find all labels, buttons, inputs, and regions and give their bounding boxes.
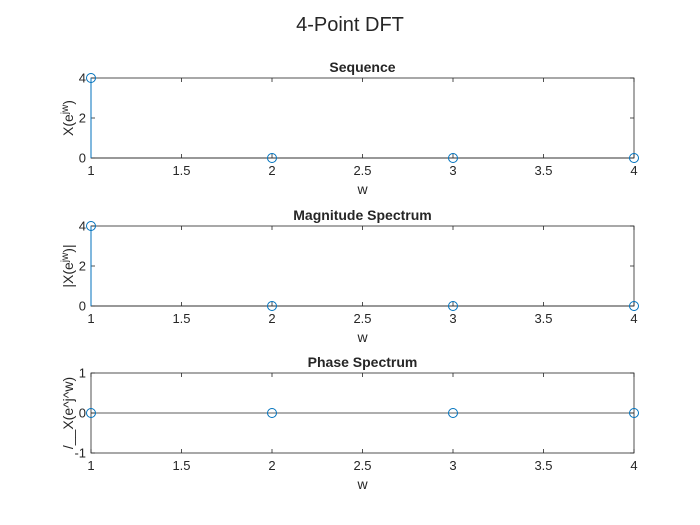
- x-tick-label: 2.5: [353, 311, 371, 326]
- subplot-3: 1 1.5 2 2.5 3 3.5 4 -1 0 1 Phase Spectrum w /__X(e^j…: [60, 354, 639, 492]
- x-tick-label: 2: [268, 458, 275, 473]
- x-tick-label: 3: [449, 311, 456, 326]
- stem-marker: [448, 408, 458, 418]
- x-tick-label: 3: [449, 163, 456, 178]
- axes-box: [90, 225, 635, 307]
- subplot-2: 1 1.5 2 2.5 3 3.5 4 0 2 4 Magnitude Spectrum w |X(ej…: [60, 207, 639, 345]
- y-tick-label: 0: [79, 406, 86, 421]
- stem-marker: [267, 301, 277, 311]
- x-tick-label: 1: [87, 163, 94, 178]
- axes-box: [90, 77, 635, 159]
- y-tick-label: 1: [79, 366, 86, 381]
- x-tick-label: 2: [268, 311, 275, 326]
- stem-marker: [267, 408, 277, 418]
- stem-marker: [448, 301, 458, 311]
- x-axis-label: w: [356, 329, 368, 345]
- y-tick-label: 2: [79, 259, 86, 274]
- x-tick-label: 1.5: [172, 163, 190, 178]
- y-tick-label: -1: [74, 446, 86, 461]
- x-tick-label: 3.5: [534, 311, 552, 326]
- y-tick-label: 4: [79, 71, 86, 86]
- stem-marker: [267, 153, 277, 163]
- stem-marker: [448, 153, 458, 163]
- figure-title: 4-Point DFT: [296, 14, 404, 36]
- y-tick-label: 2: [79, 111, 86, 126]
- stem-marker: [629, 153, 639, 163]
- stem-marker: [86, 221, 96, 231]
- x-tick-label: 1: [87, 311, 94, 326]
- x-tick-label: 4: [630, 458, 637, 473]
- subplot-title: Phase Spectrum: [308, 354, 418, 370]
- x-tick-label: 3: [449, 458, 456, 473]
- y-axis-label: X(ejw): [60, 100, 76, 136]
- subplot-1: 1 1.5 2 2.5 3 3.5 4 0 2 4 Sequence w X(ejw): [60, 59, 639, 197]
- subplots: 1 1.5 2 2.5 3 3.5 4 0 2 4 Sequence w X(ejw) 1 1.5 2 2.5 3…: [60, 59, 639, 492]
- x-tick-label: 2: [268, 163, 275, 178]
- y-tick-label: 0: [79, 299, 86, 314]
- y-tick-label: 0: [79, 151, 86, 166]
- x-tick-label: 1.5: [172, 458, 190, 473]
- x-tick-label: 4: [630, 163, 637, 178]
- x-tick-label: 1: [87, 458, 94, 473]
- x-tick-label: 2.5: [353, 163, 371, 178]
- x-tick-label: 2.5: [353, 458, 371, 473]
- x-tick-label: 1.5: [172, 311, 190, 326]
- x-tick-label: 3.5: [534, 458, 552, 473]
- x-tick-label: 3.5: [534, 163, 552, 178]
- x-tick-label: 4: [630, 311, 637, 326]
- x-axis-label: w: [356, 181, 368, 197]
- y-axis-label: /__X(e^j^w): [60, 377, 76, 449]
- y-axis-label: |X(ejw)|: [60, 244, 76, 287]
- stem-marker: [629, 301, 639, 311]
- subplot-title: Magnitude Spectrum: [293, 207, 431, 223]
- stem-marker: [86, 73, 96, 83]
- subplot-title: Sequence: [329, 59, 395, 75]
- stem-marker: [86, 408, 96, 418]
- y-tick-label: 4: [79, 219, 86, 234]
- x-axis-label: w: [356, 476, 368, 492]
- stem-marker: [629, 408, 639, 418]
